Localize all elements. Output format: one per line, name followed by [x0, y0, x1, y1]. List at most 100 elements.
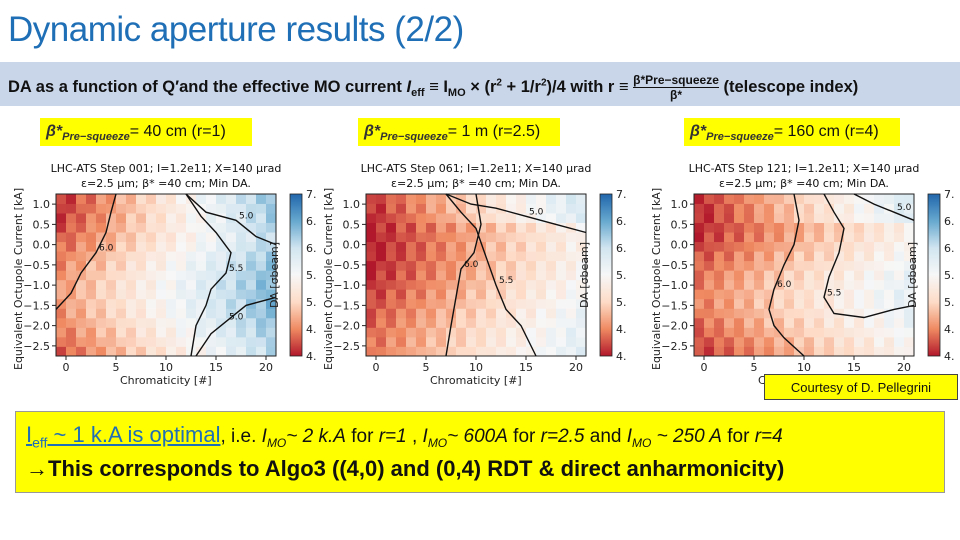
heatmap-cell — [176, 222, 187, 233]
heatmap-cell — [106, 317, 117, 328]
heatmap-cell — [774, 213, 785, 223]
heatmap-cell — [486, 194, 497, 204]
heatmap-cell — [904, 194, 915, 204]
y-tick-label: −2.0 — [23, 320, 50, 333]
heatmap-cell — [156, 346, 167, 357]
heatmap-cell — [884, 260, 895, 271]
heatmap-cell — [794, 232, 805, 243]
contour-label: 5.0 — [529, 207, 544, 217]
contour-label: 5.5 — [229, 264, 243, 274]
heatmap-cell — [516, 298, 527, 309]
heatmap-cell — [106, 346, 117, 357]
summary-value-1: ~ 2 k.A — [286, 426, 346, 447]
heatmap-cell — [844, 308, 855, 319]
heatmap-cell — [566, 260, 577, 271]
heatmap-cell — [536, 279, 547, 290]
heatmap-cell — [456, 298, 467, 309]
heatmap-cell — [744, 336, 755, 347]
heatmap-cell — [496, 308, 507, 319]
heatmap-cell — [884, 327, 895, 338]
heatmap-cell — [814, 327, 825, 338]
heatmap-cell — [206, 241, 217, 252]
heatmap-cell — [56, 203, 67, 214]
heatmap-cell — [366, 336, 377, 347]
heatmap-cell — [236, 213, 247, 223]
heatmap-cell — [126, 317, 137, 328]
heatmap-cell — [206, 289, 217, 300]
heatmap-cell — [136, 346, 147, 357]
colorbar-tick-label: 4.0 — [616, 350, 627, 363]
heatmap-cell — [884, 241, 895, 252]
x-axis-label: Chromaticity [#] — [120, 374, 212, 387]
heatmap-cell — [556, 232, 567, 243]
heatmap-cell — [266, 260, 277, 271]
heatmap-cell — [904, 308, 915, 319]
heatmap-cell — [256, 251, 267, 262]
heatmap-cell — [76, 279, 87, 290]
heatmap-cell — [486, 298, 497, 309]
x-tick-label: 5 — [113, 361, 120, 374]
heatmap-cell — [556, 289, 567, 300]
heatmap-cell — [196, 213, 207, 223]
beta-sub: Pre−squeeze — [380, 131, 448, 144]
heatmap-cell — [406, 308, 417, 319]
heatmap-cell — [724, 327, 735, 338]
contour-label: 5.0 — [897, 203, 912, 213]
heatmap-cell — [764, 270, 775, 281]
heatmap-cell — [116, 298, 127, 309]
heatmap-cell — [794, 279, 805, 290]
heatmap-cell — [56, 289, 67, 300]
summary-optimal: ~ 1 k.A is optimal — [47, 422, 221, 447]
heatmap-cell — [854, 317, 865, 328]
heatmap-cell — [884, 213, 895, 223]
heatmap-cell — [814, 270, 825, 281]
heatmap-cell — [754, 194, 765, 204]
heatmap-cell — [206, 279, 217, 290]
heatmap-cell — [376, 289, 387, 300]
heatmap-cell — [724, 317, 735, 328]
contour-line — [853, 193, 915, 221]
heatmap-cell — [694, 241, 705, 252]
y-tick-label: −2.5 — [661, 340, 688, 353]
heatmap-cell — [216, 270, 227, 281]
heatmap-cell — [396, 308, 407, 319]
heatmap-cell — [116, 251, 127, 262]
heatmap-cell — [814, 203, 825, 214]
colorbar — [599, 193, 613, 357]
beta-symbol: β* — [690, 123, 707, 140]
heatmap-cell — [396, 289, 407, 300]
heatmap-cell — [734, 203, 745, 214]
heatmap-cell — [576, 327, 587, 338]
heatmap-cell — [456, 289, 467, 300]
heatmap-cell — [714, 317, 725, 328]
contour-line — [185, 193, 232, 357]
heatmap-cell — [216, 346, 227, 357]
heatmap-cell — [416, 336, 427, 347]
heatmap-cell — [804, 279, 815, 290]
heatmap-cell — [874, 194, 885, 204]
heatmap-cell — [106, 270, 117, 281]
heatmap-cell — [156, 222, 167, 233]
heatmap-cell — [226, 270, 237, 281]
heatmap-cell — [226, 346, 237, 357]
beta-value: = 1 m (r=2.5) — [447, 123, 541, 140]
x-tick-label: 20 — [259, 361, 273, 374]
heatmap-cell — [566, 336, 577, 347]
chart-subtitle: ε=2.5 μm; β* =40 cm; Min DA. — [391, 177, 561, 190]
optimal-statement: Ieff ~ 1 k.A is optimal — [26, 422, 221, 450]
heatmap-cell — [794, 308, 805, 319]
heatmap-cell — [386, 232, 397, 243]
heatmap-cell — [874, 298, 885, 309]
heatmap-cell — [456, 222, 467, 233]
heatmap-cell — [456, 336, 467, 347]
heatmap-cell — [566, 308, 577, 319]
heatmap-cell — [506, 251, 517, 262]
heatmap-cell — [376, 336, 387, 347]
heatmap-cell — [506, 222, 517, 233]
heatmap-cell — [96, 241, 107, 252]
heatmap-cell — [854, 232, 865, 243]
heatmap-cell — [216, 203, 227, 214]
heatmap-cell — [446, 327, 457, 338]
heatmap-cell — [526, 298, 537, 309]
heatmap-cell — [476, 222, 487, 233]
